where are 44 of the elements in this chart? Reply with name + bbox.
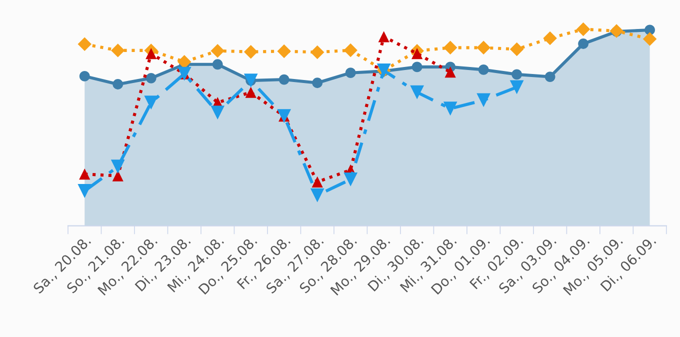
point [146, 48, 157, 60]
point [112, 170, 124, 182]
point [578, 38, 588, 49]
point [312, 78, 323, 88]
point [78, 184, 92, 198]
point [310, 45, 324, 60]
point [476, 93, 490, 108]
point [310, 188, 324, 202]
point [146, 72, 156, 84]
point [345, 68, 356, 78]
point [110, 160, 125, 174]
point [278, 74, 290, 85]
point [410, 85, 424, 100]
point [510, 42, 524, 56]
point [443, 102, 458, 116]
point [78, 37, 92, 52]
point [444, 66, 456, 78]
point [510, 80, 524, 94]
point [344, 172, 358, 186]
point [478, 64, 489, 75]
point [576, 22, 590, 36]
point [544, 72, 556, 82]
point [512, 69, 522, 80]
point [79, 168, 90, 180]
point [476, 40, 490, 55]
point [110, 44, 125, 58]
point [443, 40, 458, 55]
point [177, 54, 192, 69]
point [210, 44, 224, 58]
point [344, 43, 358, 58]
point [543, 31, 557, 46]
point [277, 44, 291, 58]
point [245, 86, 256, 98]
point [642, 32, 657, 46]
point [112, 79, 124, 90]
point [144, 96, 158, 110]
point [312, 176, 323, 188]
point [79, 70, 90, 82]
point [210, 106, 225, 120]
point [244, 44, 258, 59]
point [212, 59, 223, 70]
point [412, 48, 423, 60]
point [378, 31, 390, 42]
point [412, 62, 422, 72]
